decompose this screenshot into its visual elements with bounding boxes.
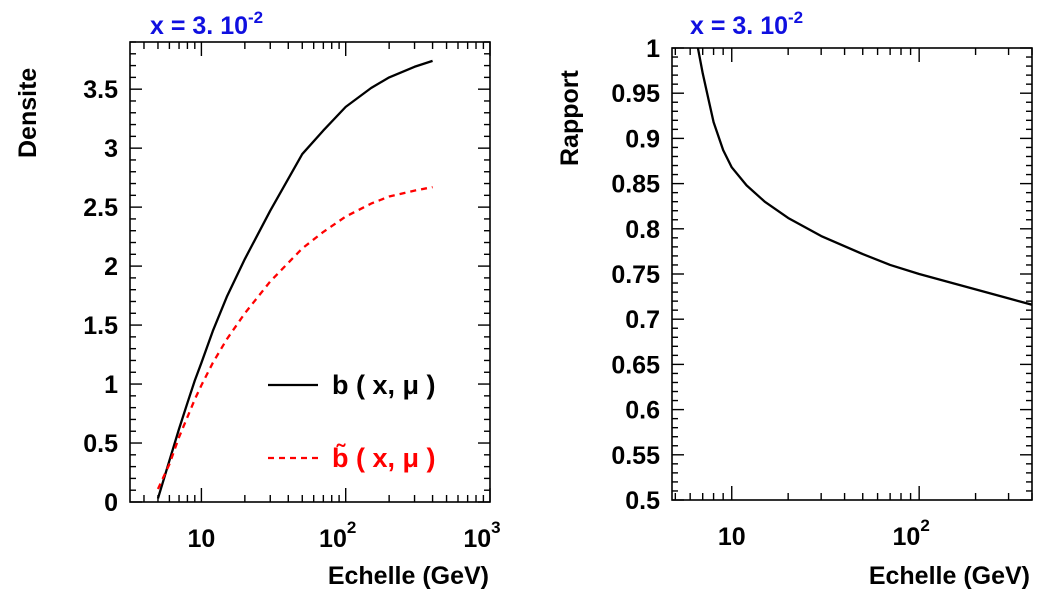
right-x-tick-label: 102 [893, 516, 930, 551]
legend: b ( x, μ ) b̃ ( x, μ ) [268, 370, 436, 473]
right-title-exponent: -2 [788, 8, 803, 27]
right-y-tick-label: 0.85 [611, 171, 660, 199]
left-series [156, 59, 433, 499]
left-series-line-1 [156, 185, 433, 490]
left-y-tick-label: 2.5 [83, 194, 118, 222]
left-panel: x = 3. 10-2 00.511.522.533.5 10 102 103 De… [14, 8, 501, 590]
left-x-tick-exp: 2 [347, 518, 356, 537]
left-y-axis-label: Densite [14, 68, 42, 158]
legend-label-b: b ( x, μ ) [332, 370, 436, 400]
left-y-tick-label: 0.5 [83, 430, 118, 458]
left-y-tick-label: 1 [104, 371, 118, 399]
left-x-tick-label: 102 [319, 518, 356, 553]
right-panel: x = 3. 10-2 0.5 0.55 0.6 0.65 0.7 0.75 0.8 0.85… [556, 8, 1033, 590]
right-series [696, 48, 1032, 306]
left-title-exponent: -2 [248, 8, 263, 27]
left-title-text: x = 3. 10 [150, 12, 248, 40]
left-plot-frame [129, 41, 491, 503]
left-y-tick-label: 3.5 [83, 76, 118, 104]
left-y-tick-label: 3 [104, 135, 118, 163]
right-x-tick-base: 10 [718, 523, 746, 551]
right-y-tick-label: 0.9 [625, 125, 660, 153]
left-series-line-0 [156, 59, 433, 499]
left-x-tick-label: 103 [463, 518, 500, 553]
left-x-tick-base: 10 [187, 525, 215, 553]
left-y-tick-label: 2 [104, 253, 118, 281]
right-series-line-0 [696, 48, 1032, 306]
right-title: x = 3. 10-2 [690, 8, 803, 40]
left-y-ticks: 0 0.5 1 1.5 2 2.5 3 3.5 [83, 41, 490, 517]
right-x-tick-exp: 2 [920, 516, 929, 535]
right-y-tick-label: 0.7 [625, 306, 660, 334]
left-y-tick-label: 1.5 [83, 312, 118, 340]
right-x-axis-label: Echelle (GeV) [869, 562, 1030, 590]
right-y-tick-label: 0.5 [625, 487, 660, 515]
right-y-ticks: 0.5 0.55 0.6 0.65 0.7 0.75 0.8 0.85 0.9 0.95 1 [611, 35, 1032, 515]
right-y-tick-label: 0.95 [611, 80, 660, 108]
right-y-tick-label: 0.6 [625, 397, 660, 425]
right-x-ticks: 10 102 [674, 48, 1033, 551]
right-x-tick-label: 10 [718, 523, 746, 551]
left-x-tick-exp: 3 [491, 518, 500, 537]
right-y-tick-label: 1 [646, 35, 660, 63]
left-x-axis-label: Echelle (GeV) [328, 562, 489, 590]
right-title-text: x = 3. 10 [690, 12, 788, 40]
left-title: x = 3. 10-2 [150, 8, 263, 40]
left-x-ticks: 10 102 103 [143, 42, 501, 553]
right-y-axis-label: Rapport [556, 70, 584, 167]
right-plot-frame [671, 47, 1033, 501]
right-y-tick-label: 0.55 [611, 442, 660, 470]
left-x-tick-base: 10 [463, 525, 491, 553]
left-y-tick-label: 0 [104, 489, 118, 517]
right-y-tick-label: 0.75 [611, 261, 660, 289]
right-y-tick-label: 0.8 [625, 216, 660, 244]
left-x-tick-label: 10 [187, 525, 215, 553]
left-x-tick-base: 10 [319, 525, 347, 553]
legend-label-b-tilde: b̃ ( x, μ ) [332, 442, 436, 473]
right-y-tick-label: 0.65 [611, 351, 660, 379]
right-x-tick-base: 10 [893, 523, 921, 551]
